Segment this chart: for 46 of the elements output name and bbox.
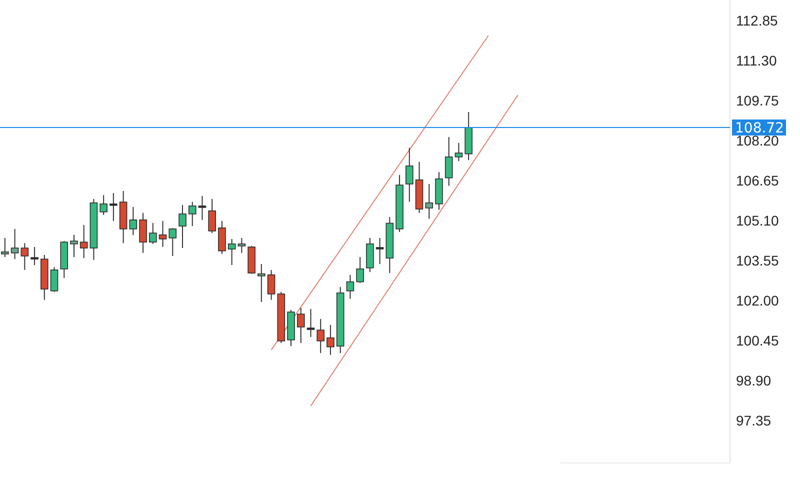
y-tick-label: 100.45 — [736, 332, 780, 348]
candlestick — [139, 212, 147, 254]
y-tick-label: 102.00 — [736, 292, 780, 308]
candlestick — [267, 269, 276, 300]
candlestick — [20, 242, 29, 270]
candlestick — [405, 147, 414, 202]
y-tick-label: 98.90 — [736, 372, 772, 388]
candlestick — [366, 237, 374, 273]
candlestick — [346, 274, 354, 300]
candlestick — [158, 220, 167, 248]
candlestick — [238, 237, 246, 254]
candlestick — [306, 308, 315, 338]
candlestick — [316, 318, 325, 354]
y-tick-label: 109.75 — [736, 92, 780, 108]
candlestick — [425, 184, 434, 220]
candlestick — [208, 198, 216, 234]
candlestick — [198, 195, 206, 220]
candlestick — [1, 237, 9, 258]
y-tick-label: 112.85 — [736, 12, 778, 28]
candlestick — [100, 194, 108, 216]
candlestick — [178, 204, 186, 249]
candlestick — [129, 206, 138, 236]
candlestick — [10, 228, 19, 260]
candlestick — [444, 136, 453, 186]
candlestick — [228, 238, 236, 266]
candlestick — [149, 222, 157, 244]
candlestick — [356, 256, 364, 284]
candlestick — [454, 142, 463, 162]
candlestick — [110, 192, 118, 222]
candlestick — [296, 307, 305, 344]
y-tick-label: 106.65 — [736, 172, 780, 188]
candlestick — [326, 324, 334, 356]
ref-line-label: 108.72 — [735, 120, 784, 136]
candlestick — [30, 246, 38, 266]
candlestick — [70, 234, 78, 258]
y-tick-label: 105.10 — [736, 212, 780, 228]
candlestick — [218, 220, 226, 254]
y-tick-label: 111.30 — [736, 52, 777, 68]
candlestick — [50, 266, 58, 292]
candlestick — [168, 228, 177, 257]
y-tick-label: 97.35 — [736, 412, 772, 428]
candlestick — [80, 224, 88, 259]
candlestick — [376, 237, 384, 265]
y-tick-label: 103.55 — [736, 252, 780, 268]
candlestick — [258, 264, 266, 302]
candlestick — [188, 201, 196, 227]
